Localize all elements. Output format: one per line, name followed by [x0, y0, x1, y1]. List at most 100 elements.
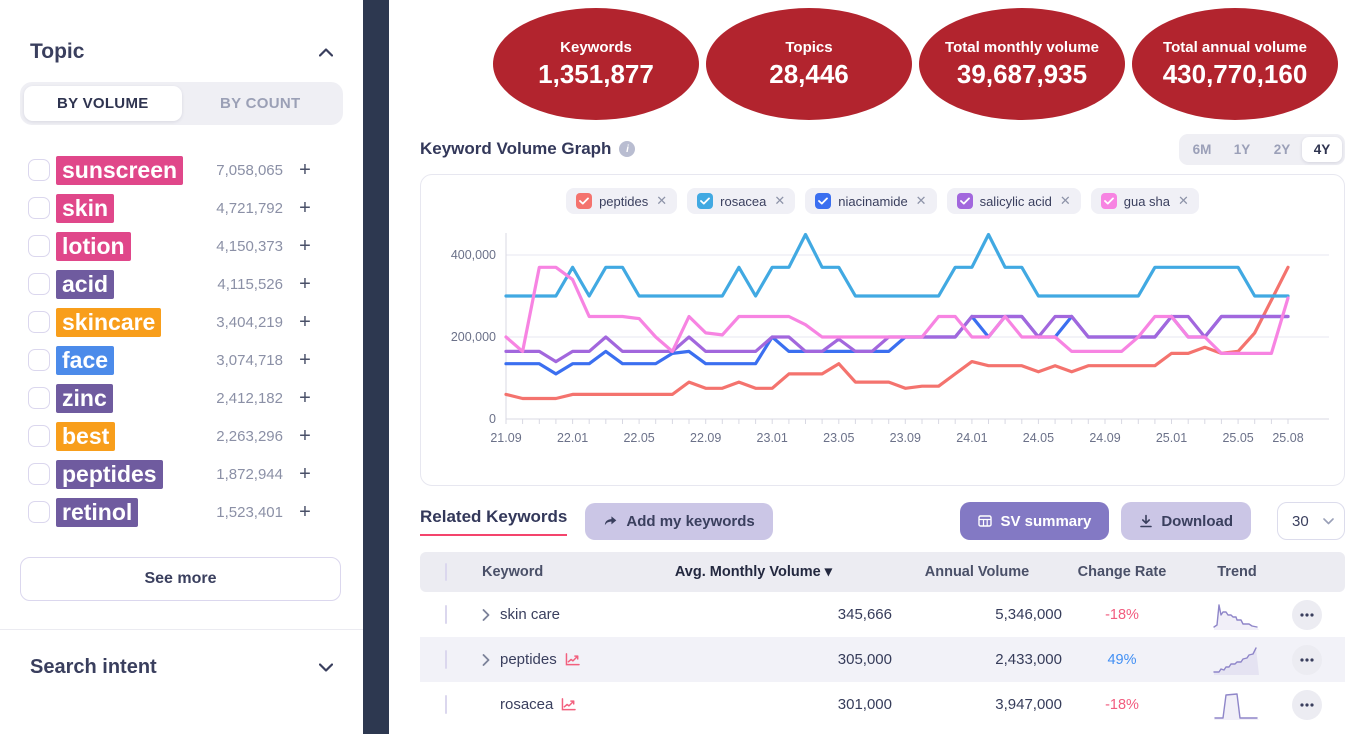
chevron-up-icon[interactable]: [319, 47, 333, 57]
topic-label[interactable]: face: [56, 345, 115, 375]
tab-by-count[interactable]: BY COUNT: [182, 86, 340, 121]
stat-value: 28,446: [769, 58, 849, 89]
row-actions-button[interactable]: [1292, 644, 1322, 675]
remove-series-icon[interactable]: ✕: [915, 193, 927, 208]
stat-label: Topics: [785, 38, 833, 56]
add-topic-button[interactable]: +: [299, 500, 311, 523]
select-all-checkbox[interactable]: [445, 563, 447, 581]
row-checkbox[interactable]: [445, 605, 447, 624]
topic-label[interactable]: peptides: [56, 459, 163, 489]
range-2y[interactable]: 2Y: [1262, 137, 1302, 162]
download-button[interactable]: Download: [1121, 502, 1251, 540]
range-4y[interactable]: 4Y: [1302, 136, 1342, 162]
topic-checkbox[interactable]: [28, 349, 50, 371]
add-topic-button[interactable]: +: [299, 158, 311, 181]
avg-monthly-volume: 301,000: [837, 696, 892, 713]
sv-summary-button[interactable]: SV summary: [960, 502, 1110, 540]
topic-row-retinol: retinol 1,523,401 +: [0, 493, 363, 531]
remove-series-icon[interactable]: ✕: [774, 193, 786, 208]
row-checkbox[interactable]: [445, 650, 447, 669]
topic-row-sunscreen: sunscreen 7,058,065 +: [0, 151, 363, 189]
svg-text:22.09: 22.09: [690, 431, 721, 445]
topic-checkbox[interactable]: [28, 273, 50, 295]
stat-topics: Topics 28,446: [706, 8, 912, 120]
add-topic-button[interactable]: +: [299, 196, 311, 219]
legend-chip-salicylic-acid[interactable]: salicylic acid ✕: [946, 188, 1081, 214]
add-topic-button[interactable]: +: [299, 310, 311, 333]
legend-chip-peptides[interactable]: peptides ✕: [566, 188, 678, 214]
table-row-peptides[interactable]: peptides 305,000 2,433,000 49%: [420, 637, 1345, 682]
table-row-rosacea[interactable]: rosacea 301,000 3,947,000 -18%: [420, 682, 1345, 727]
column-avg-monthly-volume[interactable]: Avg. Monthly Volume ▾: [674, 564, 832, 580]
topic-checkbox[interactable]: [28, 463, 50, 485]
remove-series-icon[interactable]: ✕: [1059, 193, 1071, 208]
topic-label[interactable]: skin: [56, 193, 115, 223]
legend-checkbox[interactable]: [1100, 193, 1117, 209]
add-topic-button[interactable]: +: [299, 424, 311, 447]
chevron-down-icon[interactable]: [319, 663, 333, 672]
topic-volume: 2,412,182: [216, 389, 283, 407]
topic-label[interactable]: retinol: [56, 497, 139, 527]
topic-checkbox[interactable]: [28, 235, 50, 257]
graph-title: Keyword Volume Graph: [420, 139, 612, 158]
svg-text:22.01: 22.01: [557, 431, 588, 445]
legend-chip-rosacea[interactable]: rosacea ✕: [687, 188, 796, 214]
table-row-skin-care[interactable]: skin care 345,666 5,346,000 -18%: [420, 592, 1345, 637]
add-my-keywords-button[interactable]: Add my keywords: [585, 502, 773, 540]
keyword-volume-chart: 0 200,000 400,000 21.09 22.01 22.05 22.09 23.01…: [451, 232, 1329, 445]
see-more-button[interactable]: See more: [20, 557, 341, 601]
column-annual-volume[interactable]: Annual Volume: [924, 564, 1030, 580]
topic-label[interactable]: lotion: [56, 231, 131, 261]
page-size-select[interactable]: 30: [1277, 502, 1345, 540]
topic-label[interactable]: best: [56, 421, 116, 451]
remove-series-icon[interactable]: ✕: [656, 193, 668, 208]
topic-row-face: face 3,074,718 +: [0, 341, 363, 379]
stat-label: Total monthly volume: [945, 38, 1099, 56]
expand-chevron-icon[interactable]: [482, 608, 492, 621]
legend-chip-niacinamide[interactable]: niacinamide ✕: [805, 188, 937, 214]
table-body: skin care 345,666 5,346,000 -18% peptides 305…: [420, 592, 1345, 727]
topic-label[interactable]: sunscreen: [56, 155, 184, 185]
legend-checkbox[interactable]: [815, 193, 832, 209]
column-trend[interactable]: Trend: [1217, 564, 1257, 580]
row-checkbox[interactable]: [445, 695, 447, 714]
column-keyword[interactable]: Keyword: [482, 564, 544, 580]
add-topic-button[interactable]: +: [299, 386, 311, 409]
stat-total-monthly-volume: Total monthly volume 39,687,935: [919, 8, 1125, 120]
table-grid-icon: [978, 515, 993, 527]
keyword-name: skin care: [500, 606, 561, 623]
legend-checkbox[interactable]: [576, 193, 593, 209]
legend-label: rosacea: [720, 193, 767, 209]
column-change-rate[interactable]: Change Rate: [1077, 564, 1167, 580]
legend-checkbox[interactable]: [956, 193, 973, 209]
topic-checkbox[interactable]: [28, 197, 50, 219]
add-topic-button[interactable]: +: [299, 234, 311, 257]
topic-checkbox[interactable]: [28, 311, 50, 333]
range-6m[interactable]: 6M: [1182, 137, 1222, 162]
legend-checkbox[interactable]: [697, 193, 714, 209]
add-topic-button[interactable]: +: [299, 272, 311, 295]
topic-checkbox[interactable]: [28, 159, 50, 181]
topic-checkbox[interactable]: [28, 501, 50, 523]
range-1y[interactable]: 1Y: [1222, 137, 1262, 162]
related-keywords-title: Related Keywords: [420, 507, 568, 536]
topic-checkbox[interactable]: [28, 425, 50, 447]
row-actions-button[interactable]: [1292, 689, 1322, 720]
remove-series-icon[interactable]: ✕: [1178, 193, 1189, 208]
svg-text:23.05: 23.05: [823, 431, 854, 445]
legend-chip-gua-sha[interactable]: gua sha ✕: [1090, 188, 1199, 214]
expand-chevron-icon[interactable]: [482, 653, 492, 666]
tab-by-volume[interactable]: BY VOLUME: [24, 86, 182, 121]
row-actions-button[interactable]: [1292, 599, 1322, 630]
trend-sparkline: [1182, 600, 1292, 630]
topic-label[interactable]: acid: [56, 269, 115, 299]
add-topic-button[interactable]: +: [299, 462, 311, 485]
search-intent-section-header[interactable]: Search intent: [0, 656, 363, 679]
topic-label[interactable]: zinc: [56, 383, 113, 413]
topic-checkbox[interactable]: [28, 387, 50, 409]
add-topic-button[interactable]: +: [299, 348, 311, 371]
keyword-name: rosacea: [500, 696, 554, 713]
topic-label[interactable]: skincare: [56, 307, 162, 337]
info-icon[interactable]: i: [619, 141, 636, 157]
